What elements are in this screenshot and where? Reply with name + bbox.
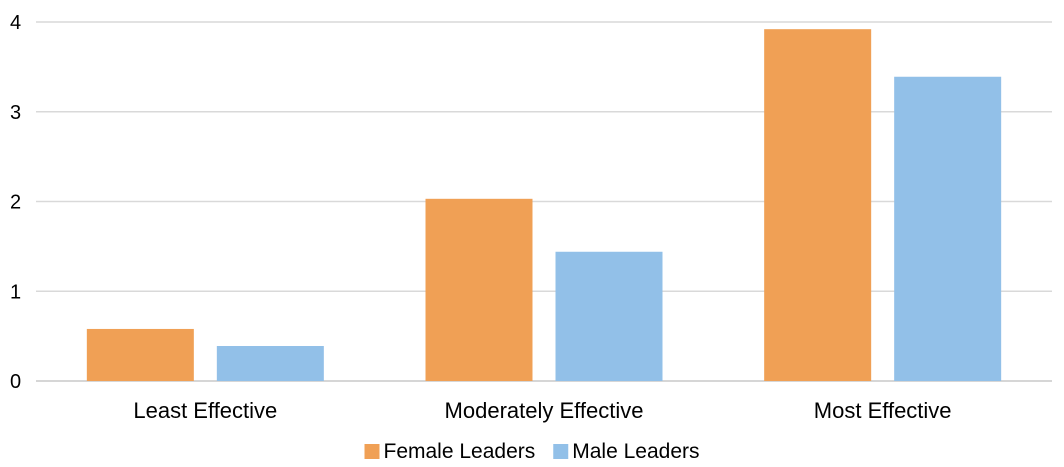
y-tick-label-3: 3 bbox=[10, 102, 21, 124]
bar-male-leaders-least-effective bbox=[216, 345, 324, 381]
y-tick-label-0: 0 bbox=[10, 371, 21, 393]
bar-female-leaders-least-effective bbox=[86, 328, 194, 381]
legend-label-male-leaders: Male Leaders bbox=[572, 440, 699, 463]
y-tick-label-1: 1 bbox=[10, 281, 21, 303]
y-axis-ticks: 0 1 2 3 4 bbox=[10, 12, 21, 393]
x-category-label-most-effective: Most Effective bbox=[814, 398, 952, 423]
bar-male-leaders-most-effective bbox=[894, 76, 1002, 381]
bar-female-leaders-moderately-effective bbox=[425, 198, 533, 381]
gridlines bbox=[36, 21, 1052, 382]
y-tick-label-4: 4 bbox=[10, 12, 21, 34]
legend-swatch-female-leaders bbox=[364, 444, 380, 459]
bar-male-leaders-moderately-effective bbox=[555, 251, 663, 381]
legend-label-female-leaders: Female Leaders bbox=[384, 440, 536, 463]
x-axis-categories: Least Effective Moderately Effective Most … bbox=[133, 398, 951, 423]
legend-swatch-male-leaders bbox=[553, 444, 569, 459]
y-tick-label-2: 2 bbox=[10, 192, 21, 214]
x-category-label-least-effective: Least Effective bbox=[133, 398, 277, 423]
bars bbox=[86, 29, 1002, 382]
bar-female-leaders-most-effective bbox=[764, 29, 872, 382]
legend: Female Leaders Male Leaders bbox=[364, 440, 700, 463]
x-category-label-moderately-effective: Moderately Effective bbox=[445, 398, 644, 423]
